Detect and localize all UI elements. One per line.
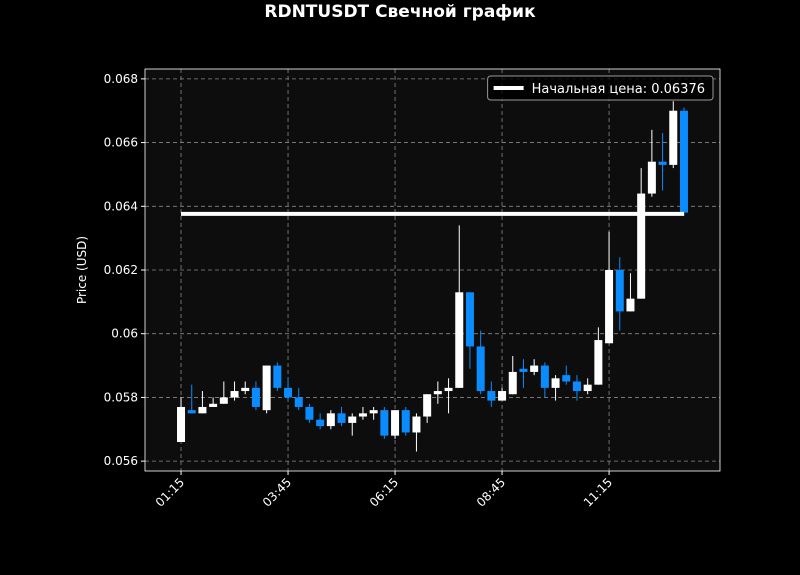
candle-body: [177, 406, 186, 443]
y-tick-label: 0.064: [104, 199, 138, 213]
candle-body: [380, 410, 389, 436]
candle-body: [626, 298, 635, 312]
y-tick-label: 0.068: [104, 72, 138, 86]
candle-body: [337, 413, 346, 423]
candle-body: [391, 410, 400, 436]
candle-body: [658, 161, 667, 165]
candle-body: [251, 387, 260, 407]
candle-body: [669, 110, 678, 165]
candle-body: [262, 365, 271, 411]
candle-body: [530, 365, 539, 372]
candle-body: [305, 406, 314, 420]
candle-body: [401, 410, 410, 433]
candle-body: [294, 397, 303, 407]
candle-body: [369, 410, 378, 414]
candle-body: [605, 270, 614, 344]
plot-frame: [144, 68, 721, 472]
candle-body: [540, 365, 549, 388]
candle-body: [594, 340, 603, 385]
candle-body: [498, 391, 507, 401]
y-tick-label: 0.056: [104, 454, 138, 468]
candle-body: [476, 346, 485, 392]
legend-box: [487, 75, 714, 101]
candle-body: [198, 406, 207, 414]
candle-body: [423, 394, 432, 417]
y-tick-label: 0.062: [104, 263, 138, 277]
candle-body: [358, 413, 367, 417]
candle-body: [508, 371, 517, 395]
y-tick-label: 0.066: [104, 136, 138, 150]
candle-body: [647, 161, 656, 194]
candle-body: [637, 193, 646, 299]
candle-body: [241, 387, 250, 392]
candle-body: [219, 397, 228, 404]
candle-body: [187, 410, 196, 414]
chart-title: RDNTUSDT Свечной график: [264, 2, 536, 22]
candle-body: [551, 378, 560, 388]
candle-body: [284, 387, 293, 398]
candle-body: [572, 381, 581, 392]
candle-body: [465, 292, 474, 347]
candle-body: [615, 270, 624, 312]
candle-body: [562, 375, 571, 382]
legend-label: Начальная цена: 0.06376: [532, 82, 705, 97]
candle-body: [519, 368, 528, 372]
candle-body: [583, 384, 592, 392]
y-tick-label: 0.058: [104, 390, 138, 404]
candle-body: [230, 391, 239, 398]
candle-body: [444, 387, 453, 392]
candle-body: [316, 419, 325, 427]
candle-body: [412, 416, 421, 433]
candle-body: [209, 403, 218, 407]
y-tick-label: 0.06: [111, 327, 138, 341]
candle-body: [348, 416, 357, 423]
candle-body: [679, 110, 688, 213]
candle-body: [326, 413, 335, 427]
candle-body: [455, 292, 464, 388]
candle-body: [487, 391, 496, 401]
y-axis-label: Price (USD): [75, 236, 89, 304]
candle-body: [433, 391, 442, 395]
candle-body: [273, 365, 282, 388]
